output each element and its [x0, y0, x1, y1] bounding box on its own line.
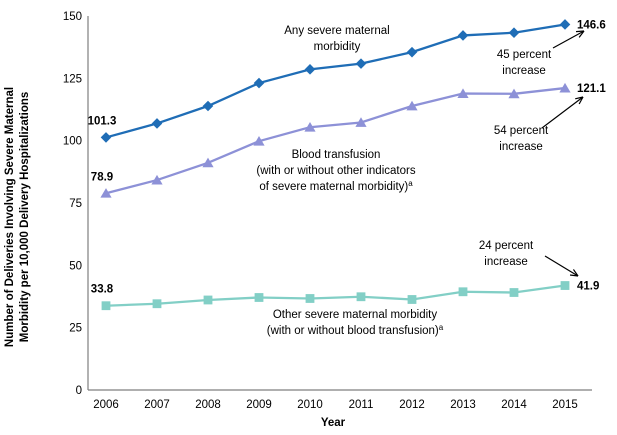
marker-triangle — [100, 188, 112, 198]
data-label-start-any-smm: 101.3 — [88, 115, 117, 127]
series-label: Other severe maternal morbidity — [273, 309, 438, 321]
series-label: (with or without blood transfusion)a — [267, 323, 444, 337]
marker-square — [305, 294, 315, 303]
arrow-shaft — [552, 30, 585, 49]
marker-diamond — [151, 118, 163, 129]
marker-diamond — [508, 27, 520, 39]
arrow-head — [569, 274, 579, 277]
marker-diamond — [304, 64, 316, 75]
x-tick-label: 2012 — [399, 399, 425, 411]
x-tick-label: 2015 — [552, 399, 578, 411]
marker-square — [203, 295, 213, 305]
increase-label: 45 percent — [497, 49, 552, 61]
x-tick-label: 2011 — [349, 399, 374, 411]
y-tick-label: 75 — [69, 198, 82, 210]
increase-arrow — [552, 30, 585, 49]
marker-square — [356, 292, 366, 302]
x-axis-title: Year — [321, 417, 346, 429]
arrow-head — [575, 30, 585, 33]
arrow-shaft — [541, 96, 584, 129]
marker-square — [458, 287, 468, 297]
x-tick-label: 2007 — [144, 399, 170, 411]
increase-label: 54 percent — [494, 125, 549, 137]
y-tick-label: 0 — [76, 385, 82, 397]
series-label: morbidity — [314, 41, 361, 53]
series-label: Any severe maternal — [284, 25, 389, 37]
y-tick-label: 25 — [69, 323, 82, 335]
marker-triangle — [151, 174, 163, 185]
marker-square — [407, 295, 417, 304]
marker-diamond — [559, 19, 571, 30]
data-label-start-blood-transfusion: 78.9 — [91, 171, 113, 183]
increase-label: increase — [484, 256, 527, 268]
series-other-smm: 33.8 41.9 — [91, 281, 599, 311]
series-blood-transfusion: 78.9 121.1 — [91, 82, 606, 198]
marker-diamond — [253, 77, 265, 89]
data-label-start-other-smm: 33.8 — [91, 284, 114, 296]
marker-triangle — [508, 88, 520, 99]
marker-diamond — [100, 132, 112, 143]
marker-triangle — [406, 100, 418, 111]
series-label: (with or without other indicators — [256, 165, 415, 177]
marker-triangle — [202, 157, 214, 168]
arrow-head — [578, 30, 585, 38]
x-tick-label: 2009 — [246, 399, 272, 411]
increase-label: increase — [499, 141, 542, 153]
increase-arrow — [541, 96, 584, 129]
increase-label: increase — [502, 65, 545, 77]
marker-square — [509, 288, 519, 297]
marker-triangle — [253, 135, 265, 146]
marker-diamond — [406, 46, 418, 58]
marker-square — [101, 301, 111, 311]
x-tick-label: 2010 — [297, 399, 323, 411]
marker-triangle — [457, 88, 469, 98]
x-tick-label: 2008 — [195, 399, 221, 411]
marker-diamond — [457, 30, 469, 41]
increase-label: 24 percent — [479, 240, 534, 252]
y-tick-label: 50 — [69, 260, 82, 272]
y-tick-label: 150 — [63, 11, 82, 23]
increase-arrow — [544, 255, 579, 277]
series-label: of severe maternal morbidity)a — [259, 179, 413, 193]
x-tick-label: 2014 — [501, 399, 527, 411]
arrow-head — [578, 96, 584, 105]
arrow-shaft — [544, 255, 579, 277]
y-tick-label: 100 — [63, 136, 82, 148]
x-tick-label: 2013 — [450, 399, 476, 411]
data-label-end-blood-transfusion: 121.1 — [577, 83, 606, 95]
series-line-other-smm — [105, 284, 566, 307]
marker-diamond — [355, 58, 367, 69]
series-line-any-smm — [105, 23, 566, 139]
marker-triangle — [355, 117, 367, 127]
y-tick-label: 125 — [63, 73, 82, 85]
series-label: Blood transfusion — [292, 149, 381, 161]
data-label-end-other-smm: 41.9 — [577, 281, 599, 293]
series-any-smm: 101.3 146.6 — [88, 19, 606, 143]
x-tick-label: 2006 — [93, 399, 119, 411]
series-line-blood-transfusion — [105, 86, 566, 195]
marker-triangle — [559, 82, 571, 93]
y-axis-title: Morbidity per 10,000 Delivery Hospitaliz… — [19, 92, 31, 343]
marker-square — [152, 299, 162, 309]
y-axis-title: Number of Deliveries Involving Severe Ma… — [4, 87, 16, 347]
data-label-end-any-smm: 146.6 — [577, 19, 606, 31]
arrow-head — [575, 96, 584, 100]
marker-diamond — [202, 100, 214, 112]
marker-square — [254, 293, 264, 302]
marker-square — [560, 281, 570, 290]
arrow-head — [572, 269, 579, 277]
marker-triangle — [304, 122, 316, 132]
